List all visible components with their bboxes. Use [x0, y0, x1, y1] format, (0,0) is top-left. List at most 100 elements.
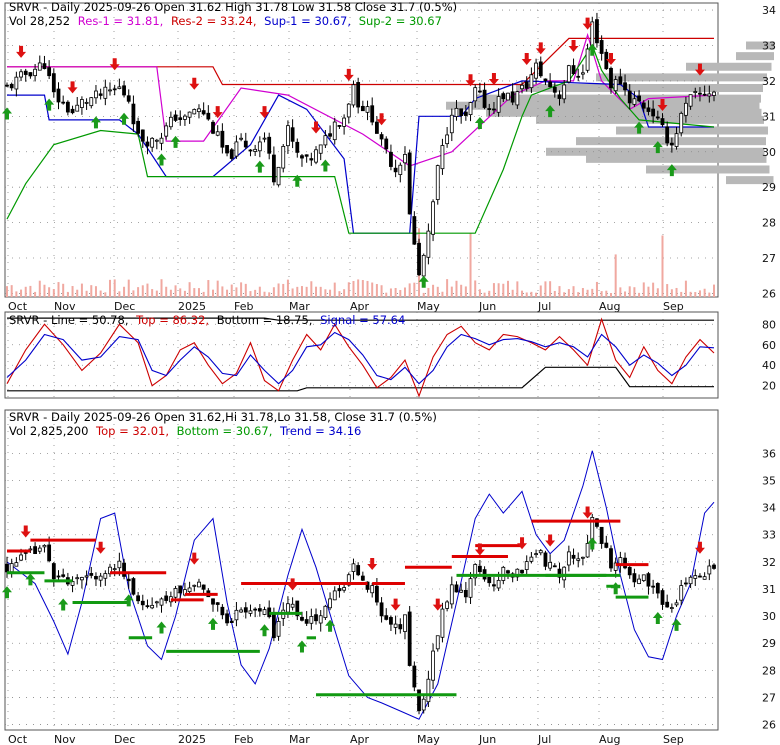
sell-arrow: [212, 106, 223, 119]
volume-profile-bar: [596, 73, 767, 82]
volume-bar: [413, 282, 416, 297]
volume-bar: [118, 291, 121, 297]
candle-body: [356, 565, 361, 576]
candle-body: [47, 544, 52, 562]
sell-arrow: [95, 541, 106, 554]
volume-bar: [432, 284, 435, 297]
buy-arrow: [2, 586, 12, 599]
candle-body: [693, 91, 698, 93]
candle-body: [679, 585, 684, 601]
volume-bar: [155, 290, 158, 297]
volume-bar: [43, 284, 46, 297]
candle-body: [9, 83, 14, 89]
volume-bar: [553, 290, 556, 297]
x-tick-label: Oct: [8, 300, 28, 313]
candle-body: [623, 82, 627, 91]
x-tick-label: Jun: [478, 733, 496, 745]
candle-body: [712, 91, 716, 96]
volume-bar: [544, 281, 547, 297]
buy-arrow: [666, 164, 677, 177]
y-tick-label: 30: [762, 146, 776, 159]
buy-arrow: [652, 612, 663, 625]
sell-arrow: [259, 106, 270, 119]
sell-arrow: [343, 68, 354, 81]
candle-body: [473, 564, 478, 579]
candle-body: [75, 577, 80, 580]
volume-bar: [684, 280, 687, 297]
candle-body: [529, 556, 534, 562]
buy-arrow: [418, 275, 429, 288]
candle-body: [103, 573, 108, 579]
candle-body: [168, 116, 173, 128]
volume-bar: [375, 284, 378, 297]
candle-body: [51, 563, 56, 580]
candle-body: [660, 590, 665, 605]
candle-body: [646, 107, 651, 112]
candle-body: [253, 148, 258, 152]
candle-body: [5, 84, 9, 87]
x-tick-label: Apr: [350, 733, 370, 745]
sell-arrow: [517, 537, 528, 550]
candle-body: [145, 605, 150, 608]
volume-bar: [572, 286, 575, 297]
candle-body: [94, 90, 98, 99]
volume-bar: [408, 283, 411, 297]
price-volume-label: Vol 28,252: [9, 14, 70, 28]
sell-arrow: [694, 541, 705, 554]
y-tick-label: 27: [762, 691, 776, 704]
volume-bar: [221, 286, 224, 297]
buy-arrow: [90, 116, 101, 129]
volume-bar: [240, 282, 243, 297]
candle-body: [28, 72, 33, 77]
x-tick-label: Jun: [478, 300, 496, 313]
candle-body: [515, 91, 520, 106]
volume-bar: [296, 286, 299, 297]
candle-body: [562, 84, 567, 100]
candle-body: [426, 678, 431, 703]
volume-bar: [656, 288, 659, 297]
sell-arrow: [16, 45, 27, 58]
candle-body: [323, 605, 328, 618]
y-tick-label: 80: [762, 318, 776, 331]
volume-bar: [319, 286, 322, 297]
candle-body: [178, 117, 183, 120]
sell-arrow: [432, 598, 443, 611]
candle-body: [300, 155, 304, 159]
volume-bar: [488, 290, 491, 297]
candle-body: [122, 85, 126, 96]
volume-bar: [558, 286, 561, 297]
y-tick-label: 60: [762, 339, 776, 352]
series-line: [6, 317, 715, 398]
volume-bar: [638, 292, 641, 297]
candle-body: [440, 608, 445, 638]
oscillator-panel: 20 40 60 80: [4, 311, 776, 399]
candle-body: [257, 141, 262, 152]
trend-panel-frame: [4, 409, 719, 731]
candle-body: [566, 551, 571, 566]
candle-body: [702, 93, 707, 96]
candle-body: [220, 130, 225, 148]
candle-body: [173, 114, 178, 121]
candle-body: [435, 635, 440, 650]
x-tick-label: Nov: [54, 300, 76, 313]
volume-bar: [104, 292, 107, 297]
volume-bar: [160, 279, 163, 297]
volume-bar: [563, 292, 566, 297]
volume-bar: [352, 280, 355, 297]
volume-bar: [244, 283, 247, 297]
sell-arrow: [189, 77, 200, 90]
volume-bar: [595, 281, 598, 297]
x-tick-label: 2025: [178, 733, 206, 745]
y-tick-label: 31: [762, 110, 776, 123]
candle-body: [98, 93, 103, 96]
candle-body: [262, 137, 267, 140]
volume-profile-bar: [586, 154, 767, 163]
candle-body: [646, 573, 651, 587]
candle-body: [37, 547, 42, 552]
volume-bar: [329, 289, 332, 297]
volume-profile-bar: [536, 115, 764, 124]
candle-body: [140, 600, 145, 606]
candle-body: [482, 89, 487, 108]
candle-body: [557, 94, 562, 99]
volume-bar: [230, 284, 233, 297]
